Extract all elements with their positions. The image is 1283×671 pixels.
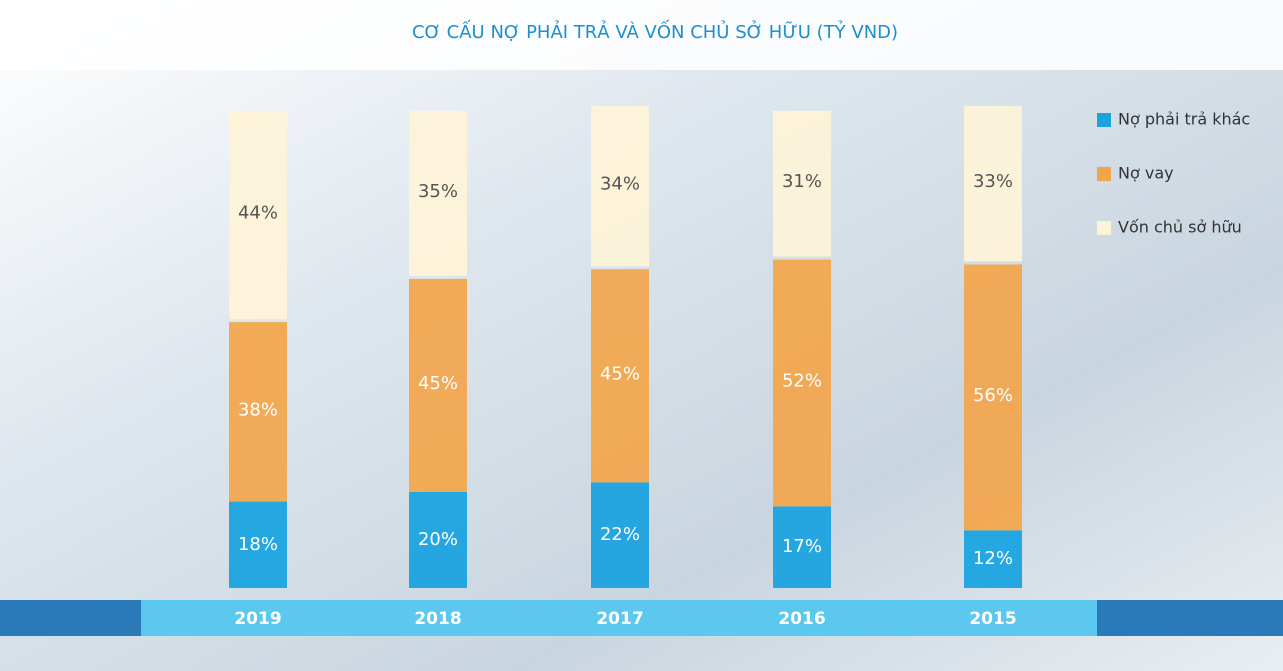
x-tick-label: 2017 xyxy=(596,609,643,629)
x-tick-label: 2015 xyxy=(969,609,1016,629)
value-label: 31% xyxy=(782,171,822,192)
bar-segment xyxy=(964,264,1022,531)
legend-label: Nợ vay xyxy=(1118,164,1174,183)
value-label: 17% xyxy=(782,536,822,557)
header-band xyxy=(0,0,1283,70)
value-label: 22% xyxy=(600,524,640,545)
value-label: 45% xyxy=(600,363,640,384)
bar-segment xyxy=(964,106,1022,262)
bar-segment xyxy=(773,506,831,588)
bar-segment xyxy=(229,322,287,502)
bar-segment xyxy=(229,501,287,588)
value-label: 44% xyxy=(238,202,278,223)
bar-segment xyxy=(409,278,467,492)
value-label: 12% xyxy=(973,548,1013,569)
x-tick-label: 2016 xyxy=(778,609,825,629)
value-label: 33% xyxy=(973,171,1013,192)
legend-swatch xyxy=(1097,221,1111,235)
bar-segment xyxy=(229,110,287,320)
legend-label: Vốn chủ sở hữu xyxy=(1118,218,1242,237)
x-tick-label: 2018 xyxy=(414,609,461,629)
value-label: 20% xyxy=(418,529,458,550)
x-tick-label: 2019 xyxy=(234,609,281,629)
bar-segment xyxy=(773,110,831,257)
bar-segment xyxy=(773,259,831,507)
legend-label: Nợ phải trả khác xyxy=(1118,110,1250,129)
bar-segment xyxy=(964,530,1022,588)
value-label: 56% xyxy=(973,385,1013,406)
value-label: 38% xyxy=(238,399,278,420)
value-label: 35% xyxy=(418,181,458,202)
bar-segment xyxy=(591,269,649,483)
value-label: 52% xyxy=(782,371,822,392)
bar-segment xyxy=(591,482,649,588)
legend-swatch xyxy=(1097,167,1111,181)
chart-title: CƠ CẤU NỢ PHẢI TRẢ VÀ VỐN CHỦ SỞ HỮU (TỶ… xyxy=(412,19,898,43)
year-strip xyxy=(0,600,1283,636)
bar-segment xyxy=(591,106,649,267)
bar-segment xyxy=(409,491,467,588)
legend-swatch xyxy=(1097,113,1111,127)
bar-segment xyxy=(409,110,467,276)
value-label: 45% xyxy=(418,373,458,394)
value-label: 34% xyxy=(600,174,640,195)
value-label: 18% xyxy=(238,534,278,555)
